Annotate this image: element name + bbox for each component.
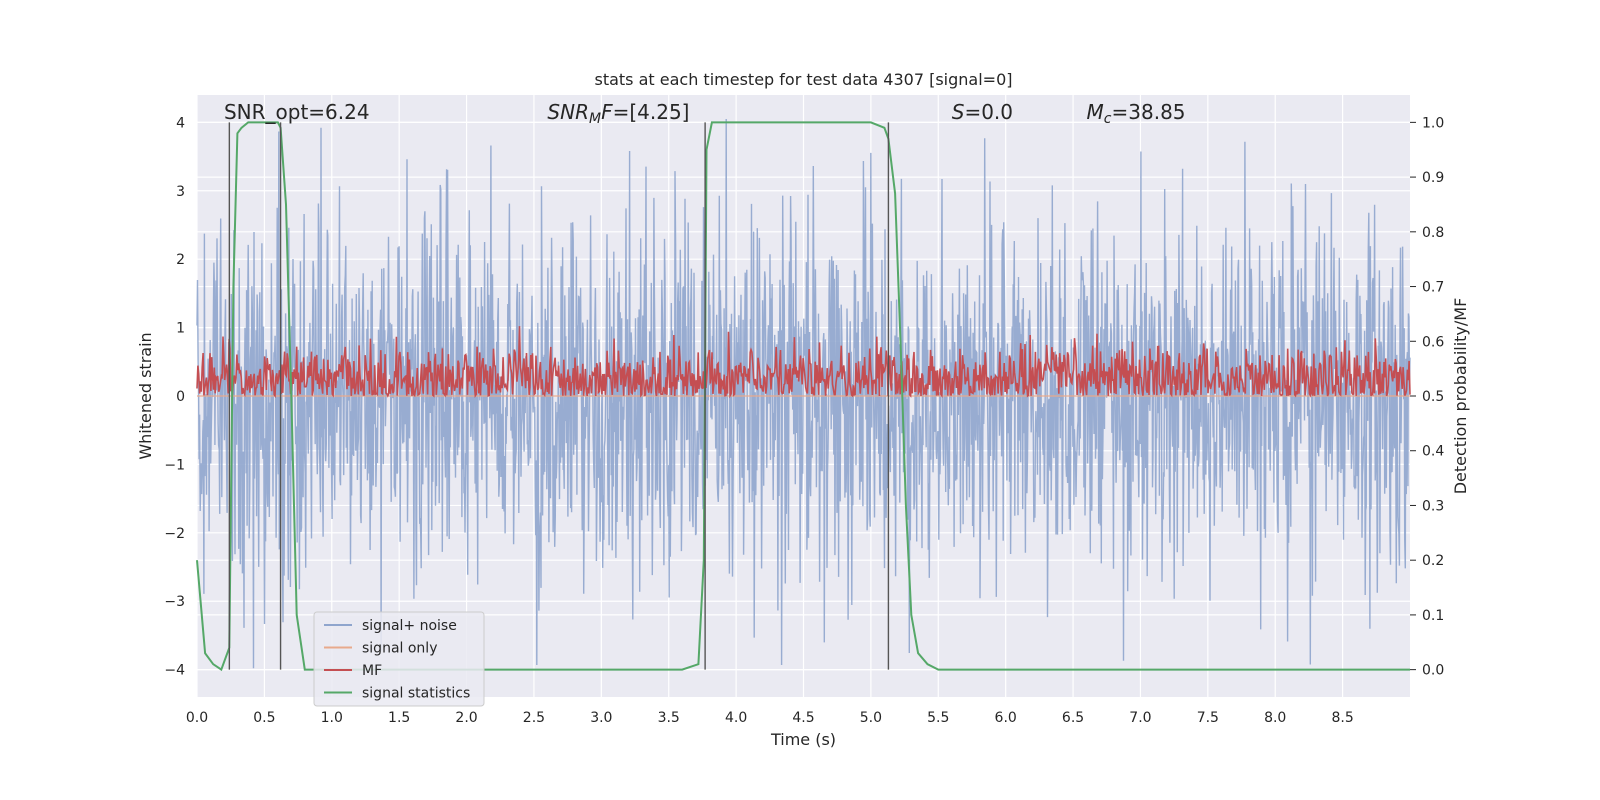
- y-tick-label: 0: [176, 389, 185, 405]
- x-tick-label: 6.0: [995, 710, 1017, 726]
- y2-tick-label: 0.4: [1422, 444, 1444, 460]
- x-tick-label: 5.0: [860, 710, 882, 726]
- legend-label: signal only: [362, 641, 437, 657]
- y2-tick-label: 1.0: [1422, 115, 1444, 131]
- y2-axis-label: Detection probability/MF: [1451, 298, 1470, 495]
- legend-label: signal+ noise: [362, 618, 457, 634]
- y-axis-ticks: −4 −3 −2 −1 0 1 2 3 4: [164, 115, 185, 678]
- x-tick-label: 3.5: [658, 710, 680, 726]
- y2-axis-ticks: 0.0 0.1 0.2 0.3 0.4 0.5 0.6 0.7 0.8 0.9 1.0: [1410, 115, 1444, 679]
- legend-label: MF: [362, 663, 382, 679]
- x-tick-label: 7.0: [1129, 710, 1151, 726]
- x-tick-label: 1.0: [321, 710, 343, 726]
- x-tick-label: 6.5: [1062, 710, 1084, 726]
- y2-tick-label: 0.8: [1422, 225, 1444, 241]
- x-tick-label: 7.5: [1197, 710, 1219, 726]
- y-tick-label: −4: [164, 663, 185, 679]
- legend: signal+ noise signal only MF signal statist…: [313, 611, 485, 707]
- x-tick-label: 0.5: [253, 710, 275, 726]
- x-tick-label: 0.0: [186, 710, 208, 726]
- y-axis-label: Whitened strain: [136, 332, 155, 459]
- y2-tick-label: 0.7: [1422, 280, 1444, 296]
- x-tick-label: 2.5: [523, 710, 545, 726]
- y-tick-label: 4: [176, 115, 185, 131]
- x-tick-label: 1.5: [388, 710, 410, 726]
- y-tick-label: −3: [164, 594, 185, 610]
- y-tick-label: 3: [176, 184, 185, 200]
- y-tick-label: −1: [164, 457, 185, 473]
- y2-tick-label: 0.5: [1422, 389, 1444, 405]
- annotation-0: SNR_opt=6.24: [224, 100, 370, 124]
- annotations: SNR_opt=6.24 SNRMF=[4.25] S=0.0 Mc=38.85: [224, 100, 1186, 127]
- series-layer: [196, 118, 1411, 672]
- x-tick-label: 8.0: [1264, 710, 1286, 726]
- y-tick-label: 2: [176, 252, 185, 268]
- y2-tick-label: 0.3: [1422, 498, 1444, 514]
- x-axis-label: Time (s): [770, 730, 836, 749]
- annotation-3: Mc=38.85: [1087, 100, 1186, 127]
- y-tick-label: −2: [164, 526, 185, 542]
- x-tick-label: 4.0: [725, 710, 747, 726]
- y2-tick-label: 0.1: [1422, 608, 1444, 624]
- series-signal-statistics: [196, 121, 1410, 672]
- series-signal-noise: [196, 118, 1411, 669]
- y-tick-label: 1: [176, 321, 185, 337]
- x-tick-label: 5.5: [927, 710, 949, 726]
- legend-box: [313, 611, 485, 707]
- x-tick-label: 4.5: [792, 710, 814, 726]
- vertical-markers: [228, 122, 890, 670]
- annotation-1: SNRMF=[4.25]: [547, 100, 689, 127]
- legend-label: signal statistics: [362, 686, 470, 702]
- y2-tick-label: 0.2: [1422, 553, 1444, 569]
- y2-tick-label: 0.6: [1422, 334, 1444, 350]
- y2-tick-label: 0.9: [1422, 170, 1444, 186]
- chart-title: stats at each timestep for test data 430…: [594, 70, 1012, 89]
- series-mf: [196, 326, 1411, 399]
- x-tick-label: 8.5: [1331, 710, 1353, 726]
- x-tick-label: 3.0: [590, 710, 612, 726]
- annotation-2: S=0.0: [952, 100, 1013, 124]
- y2-tick-label: 0.0: [1422, 663, 1444, 679]
- x-tick-label: 2.0: [455, 710, 477, 726]
- x-axis-ticks: 0.0 0.5 1.0 1.5 2.0 2.5 3.0 3.5 4.0 4.5 5.0 5.5 6.0 6…: [186, 710, 1354, 726]
